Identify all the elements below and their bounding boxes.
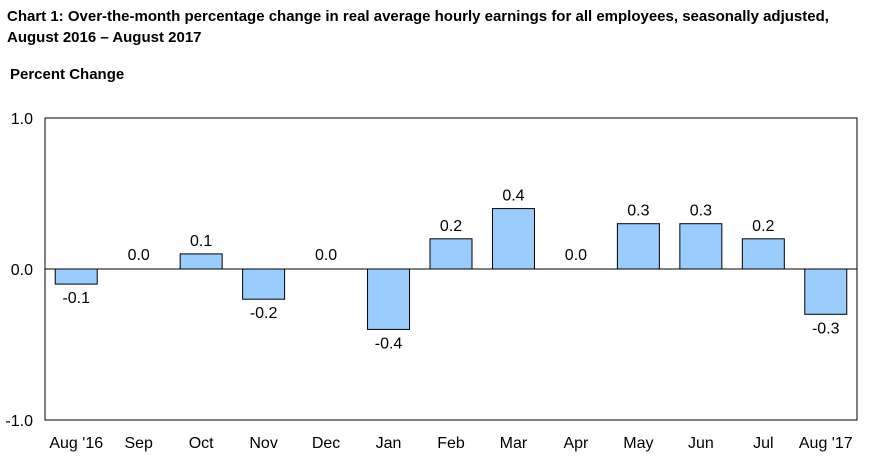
y-tick-label: -1.0 xyxy=(5,413,33,430)
bar-value-label: 0.3 xyxy=(690,203,712,220)
x-tick-label: Apr xyxy=(563,435,589,452)
x-tick-label: Jul xyxy=(753,435,773,452)
bar-value-label: 0.3 xyxy=(627,203,649,220)
bar xyxy=(429,238,473,270)
bar xyxy=(491,208,535,270)
bar-value-label: 0.0 xyxy=(315,247,337,264)
x-tick-label: Sep xyxy=(124,435,153,452)
bar-value-label: 0.0 xyxy=(565,247,587,264)
bar xyxy=(804,268,848,315)
x-tick-label: Jan xyxy=(376,435,402,452)
bar xyxy=(179,253,223,270)
x-tick-label: Feb xyxy=(437,435,465,452)
x-tick-label: Jun xyxy=(688,435,714,452)
x-tick-label: Aug '17 xyxy=(799,435,853,452)
y-tick-label: 1.0 xyxy=(11,111,33,128)
x-tick-label: Aug '16 xyxy=(49,435,103,452)
bar xyxy=(242,268,286,300)
bar xyxy=(367,268,411,330)
bar xyxy=(741,238,785,270)
x-tick-label: Oct xyxy=(189,435,214,452)
bar xyxy=(616,223,660,270)
y-tick-label: 0.0 xyxy=(11,262,33,279)
bar-value-label: 0.2 xyxy=(440,218,462,235)
chart-title: Chart 1: Over-the-month percentage chang… xyxy=(7,8,829,46)
bar-value-label: 0.1 xyxy=(190,233,212,250)
bar-value-label: 0.2 xyxy=(752,218,774,235)
bar-value-label: -0.4 xyxy=(375,335,403,352)
bar-value-label: -0.2 xyxy=(250,305,278,322)
bar xyxy=(679,223,723,270)
x-tick-label: May xyxy=(623,435,653,452)
bar-value-label: 0.0 xyxy=(128,247,150,264)
bar-value-label: -0.1 xyxy=(62,290,90,307)
y-axis-label: Percent Change xyxy=(10,66,125,83)
bar xyxy=(54,268,98,285)
x-tick-label: Nov xyxy=(249,435,277,452)
x-tick-label: Mar xyxy=(500,435,528,452)
x-tick-label: Dec xyxy=(312,435,340,452)
bar-value-label: 0.4 xyxy=(502,188,524,205)
bar-value-label: -0.3 xyxy=(812,320,840,337)
